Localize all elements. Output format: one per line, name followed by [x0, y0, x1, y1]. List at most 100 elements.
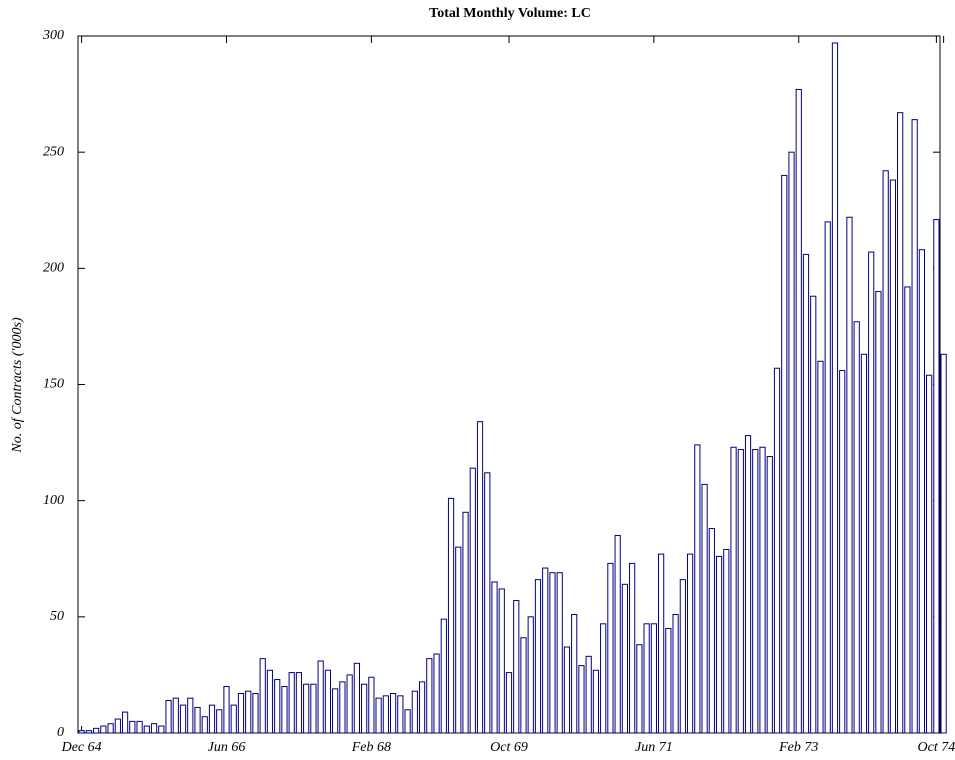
bar [940, 353, 947, 734]
bar [165, 699, 172, 734]
bar [766, 456, 773, 734]
bar [172, 697, 179, 734]
bar [773, 367, 781, 734]
y-tick-label: 250 [43, 144, 64, 159]
x-tick-label: Feb 73 [778, 740, 818, 755]
y-axis-label: No. of Contracts ('000s) [10, 317, 25, 454]
bar [317, 660, 324, 734]
bar [194, 706, 201, 734]
bar [107, 723, 114, 734]
bar [578, 665, 585, 734]
bar [411, 690, 418, 734]
bar [520, 637, 527, 734]
bar [78, 730, 85, 734]
bar [245, 690, 252, 734]
bar [650, 623, 657, 734]
x-tick-label: Jun 66 [208, 740, 246, 755]
bar [440, 618, 447, 734]
bar [556, 572, 563, 734]
bar [100, 725, 107, 734]
bar [918, 249, 925, 734]
bar [85, 730, 92, 734]
bar [672, 614, 679, 734]
bar [179, 704, 187, 734]
chart-title: Total Monthly Volume: LC [429, 6, 591, 21]
y-tick-label: 300 [42, 28, 64, 43]
bar [339, 681, 346, 734]
bar [781, 174, 788, 734]
bar [534, 579, 542, 734]
bar [150, 723, 158, 734]
bar [230, 704, 237, 734]
bar [266, 669, 274, 734]
bar [498, 588, 505, 734]
x-tick-label: Jun 71 [635, 740, 673, 755]
bar [426, 658, 433, 734]
bar [114, 718, 121, 734]
bar [259, 658, 266, 734]
bar [418, 681, 426, 734]
bar [201, 716, 208, 734]
y-tick-label: 200 [43, 261, 64, 276]
bar [484, 472, 491, 734]
bar [723, 548, 730, 734]
bar [375, 697, 382, 734]
bar [158, 725, 165, 734]
bar [802, 253, 810, 734]
bar [208, 704, 216, 734]
bar [397, 695, 404, 734]
bar [679, 579, 686, 734]
bar [353, 662, 360, 734]
bar [904, 286, 911, 734]
bar [788, 151, 795, 734]
y-tick-label: 100 [43, 493, 64, 508]
bar [462, 511, 469, 734]
bar [252, 693, 259, 734]
x-tick-label: Oct 69 [490, 740, 528, 755]
bar [361, 683, 368, 734]
bar [491, 581, 498, 734]
bar [368, 676, 375, 734]
bar [223, 686, 230, 734]
bar [686, 553, 694, 734]
bar [542, 567, 549, 734]
bar [810, 295, 817, 734]
bar [237, 693, 245, 734]
bar [527, 616, 534, 734]
bar [274, 679, 281, 734]
bar [129, 720, 136, 734]
bar [303, 683, 310, 734]
bar [911, 119, 918, 734]
bar [868, 251, 875, 734]
bar [607, 562, 614, 734]
bar [136, 720, 143, 734]
bar [216, 709, 223, 734]
y-tick-label: 50 [50, 609, 64, 624]
bar [382, 695, 389, 734]
x-tick-label: Feb 68 [351, 740, 391, 755]
y-tick-label: 0 [57, 725, 64, 740]
bar [93, 727, 100, 734]
bar [513, 600, 520, 734]
bar [889, 179, 897, 734]
bar [665, 627, 672, 734]
x-tick-label: Oct 74 [918, 740, 955, 755]
bar [701, 483, 708, 734]
bar [476, 421, 484, 734]
bar [295, 672, 303, 734]
bar [658, 553, 665, 734]
bar [324, 669, 332, 734]
bar [795, 88, 802, 734]
bar [694, 444, 701, 734]
bar [636, 644, 643, 734]
bar [121, 711, 129, 734]
bar [643, 623, 650, 734]
bar [310, 683, 317, 734]
bar [621, 583, 629, 734]
bar [571, 614, 578, 734]
bar [346, 674, 353, 734]
y-tick-label: 150 [43, 377, 64, 392]
bar [752, 449, 759, 734]
bar [817, 360, 824, 734]
